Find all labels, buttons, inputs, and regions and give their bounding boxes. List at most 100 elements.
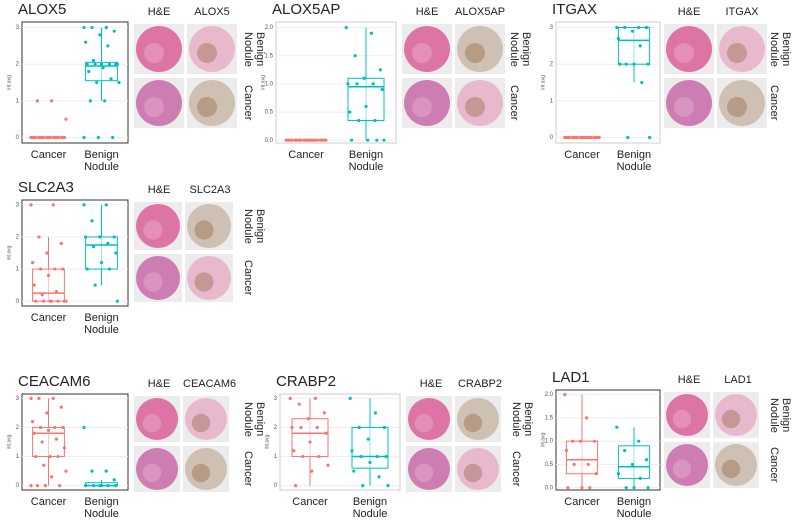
data-point: [51, 203, 55, 207]
tissue-core: [136, 448, 178, 490]
data-point: [384, 454, 388, 459]
tissue-images: [134, 24, 237, 128]
tissue-core: [136, 204, 180, 248]
tissue-core: [185, 398, 227, 440]
y-tick-label: 0: [550, 135, 554, 141]
tissue-core: [715, 394, 757, 436]
tissue-texture: [465, 43, 485, 63]
box: [347, 77, 385, 121]
image-row-label: Cancer: [768, 447, 780, 483]
tissue-core: [408, 448, 450, 490]
data-point: [375, 454, 379, 459]
tissue-core: [666, 80, 712, 126]
tissue-texture: [142, 413, 162, 433]
data-point: [585, 416, 589, 420]
x-tick-label: Benign Nodule: [348, 149, 384, 173]
x-tick-label: Cancer: [564, 149, 600, 161]
image-column-header: H&E: [147, 184, 171, 196]
data-point: [575, 135, 579, 140]
x-tick-label: Cancer: [564, 496, 600, 508]
data-point: [99, 484, 104, 488]
x-tick-label: Cancer: [30, 496, 67, 508]
data-point: [51, 396, 55, 400]
tissue-texture: [721, 459, 741, 479]
box: [85, 61, 118, 82]
data-point: [42, 463, 46, 467]
data-point: [42, 135, 46, 140]
data-point: [88, 99, 92, 103]
data-point: [111, 135, 115, 140]
y-tick-label: 2: [274, 425, 278, 431]
data-point: [90, 469, 94, 473]
x-tick-label: Cancer: [288, 149, 324, 161]
tissue-core: [457, 448, 499, 490]
box: [617, 27, 651, 65]
image-row-label: Benign Nodule: [242, 31, 266, 67]
data-point: [62, 135, 66, 140]
image-row-label: Benign Nodule: [508, 31, 532, 67]
data-point: [104, 25, 108, 30]
image-row-label: Cancer: [510, 451, 522, 487]
image-column-header: ITGAX: [725, 6, 759, 18]
data-point: [91, 58, 96, 63]
data-point: [50, 99, 54, 103]
y-axis-label: int.avg: [6, 75, 12, 90]
tissue-texture: [672, 459, 692, 479]
tissue-images: [664, 24, 767, 128]
data-point: [82, 203, 86, 207]
data-point: [29, 203, 33, 207]
x-tick-label: Benign Nodule: [84, 312, 119, 336]
data-point: [580, 486, 584, 490]
tissue-images: [402, 24, 505, 128]
data-point: [48, 135, 52, 140]
tissue-texture: [143, 220, 163, 240]
tissue-core: [715, 444, 757, 486]
data-point: [109, 77, 113, 81]
y-axis-label: int.avg: [260, 75, 266, 90]
data-point: [87, 69, 91, 74]
data-point: [618, 62, 622, 66]
tissue-texture: [727, 97, 747, 117]
image-column-header: SLC2A3: [189, 184, 231, 196]
tissue-core: [457, 26, 503, 72]
tissue-texture: [463, 413, 483, 433]
data-point: [386, 484, 390, 488]
data-point: [380, 87, 384, 92]
data-point: [638, 476, 642, 480]
data-point: [648, 135, 652, 140]
data-point: [99, 62, 104, 66]
image-column-header: ALOX5AP: [455, 6, 506, 18]
y-axis-label: int.avg: [6, 245, 12, 260]
tissue-images: [406, 396, 501, 492]
tissue-core: [457, 398, 499, 440]
boxplot: int.avg 0 1 2 3: [540, 21, 661, 144]
data-point: [46, 428, 51, 432]
data-point: [315, 138, 319, 142]
data-point: [315, 425, 319, 430]
plot-frame: [21, 21, 129, 144]
data-point: [299, 138, 303, 142]
data-point: [616, 472, 620, 476]
image-row-label: Cancer: [508, 85, 520, 121]
data-point: [115, 299, 119, 303]
tissue-texture: [414, 463, 434, 483]
tissue-images: [664, 392, 759, 488]
data-point: [53, 425, 57, 430]
data-point: [357, 425, 361, 430]
data-point: [50, 475, 54, 479]
data-point: [310, 469, 314, 473]
data-point: [91, 484, 96, 488]
data-point: [308, 440, 312, 444]
tissue-core: [136, 80, 182, 126]
data-point: [104, 469, 108, 473]
tissue-core: [136, 256, 180, 300]
image-row-label: Benign Nodule: [768, 397, 792, 433]
data-point: [85, 267, 89, 271]
image-column-header: LAD1: [724, 374, 752, 386]
tissue-texture: [197, 97, 217, 117]
image-column-header: H&E: [415, 6, 439, 18]
data-point: [48, 454, 52, 459]
tissue-texture: [727, 43, 747, 63]
y-tick-label: 0: [16, 483, 20, 489]
